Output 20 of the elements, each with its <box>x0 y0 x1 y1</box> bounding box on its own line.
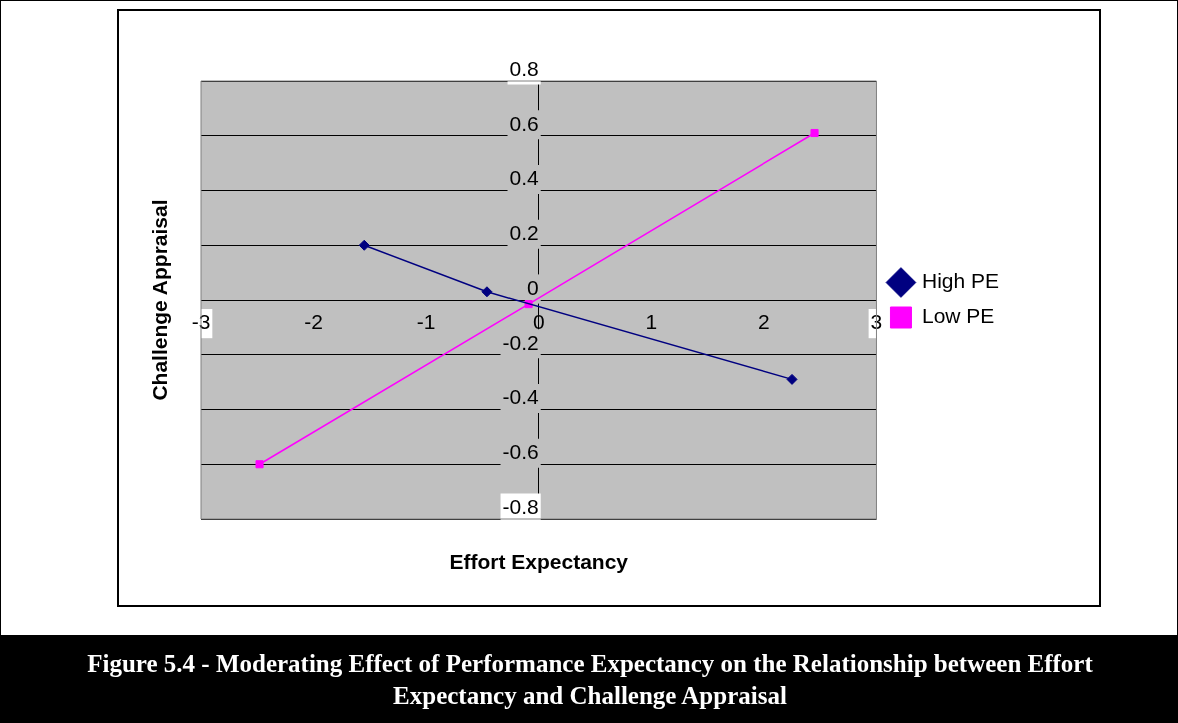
legend-label: Low PE <box>921 304 995 328</box>
y-tick-label: -0.6 <box>502 440 539 464</box>
y-tick-label: 0.8 <box>509 56 539 80</box>
x-tick-label: -3 <box>191 310 211 334</box>
text: Figure 5.4 - Moderating Effect of Performance Expectancy on the Relationship between Effort Expectancy and Challenge Appraisal <box>86 649 1094 711</box>
y-tick-label: 0.6 <box>509 111 539 135</box>
y-tick-label: -0.4 <box>502 385 540 409</box>
legend-label: High PE <box>921 269 1000 293</box>
y-tick-label: -0.8 <box>502 494 539 518</box>
y-tick-label: 0.4 <box>509 166 540 190</box>
y-axis-title: Challenge Appraisal <box>147 199 171 401</box>
x-tick-label: -2 <box>304 310 323 334</box>
x-axis-title: Effort Expectancy <box>449 549 629 573</box>
y-tick-label: 0.2 <box>509 221 539 245</box>
x-tick-label: 3 <box>870 310 883 334</box>
x-tick-label: 2 <box>758 310 770 334</box>
y-tick-label: -0.2 <box>502 330 539 354</box>
x-tick-label: -1 <box>416 310 436 334</box>
y-tick-label: 0 <box>527 275 539 299</box>
x-tick-label: 1 <box>645 310 658 334</box>
